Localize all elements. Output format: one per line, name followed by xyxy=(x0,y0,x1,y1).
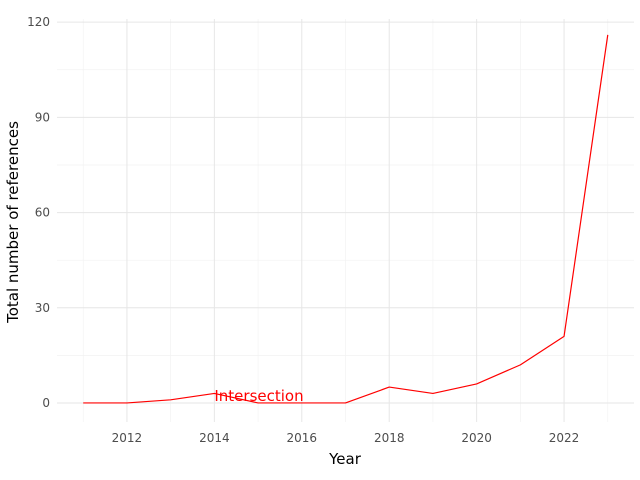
series-layer xyxy=(83,34,609,404)
y-axis-ticks: 0 30 60 90 120 xyxy=(27,15,50,410)
y-tick-label: 120 xyxy=(27,15,50,29)
y-tick-label: 0 xyxy=(42,396,50,410)
series-line xyxy=(83,34,609,404)
x-tick-label: 2014 xyxy=(199,431,230,445)
grid xyxy=(57,19,634,422)
x-tick-label: 2018 xyxy=(374,431,405,445)
x-tick-label: 2020 xyxy=(461,431,492,445)
y-tick-label: 90 xyxy=(35,110,50,124)
x-tick-label: 2012 xyxy=(112,431,143,445)
x-tick-label: 2022 xyxy=(549,431,580,445)
annotations: Intersection xyxy=(214,387,303,405)
y-tick-label: 30 xyxy=(35,301,50,315)
annotation-label: Intersection xyxy=(214,387,303,405)
x-tick-label: 2016 xyxy=(287,431,318,445)
y-tick-label: 60 xyxy=(35,206,50,220)
x-axis-title: Year xyxy=(328,450,362,468)
x-axis-ticks: 2012 2014 2016 2018 2020 2022 xyxy=(112,431,580,445)
y-axis-title: Total number of references xyxy=(4,121,22,324)
